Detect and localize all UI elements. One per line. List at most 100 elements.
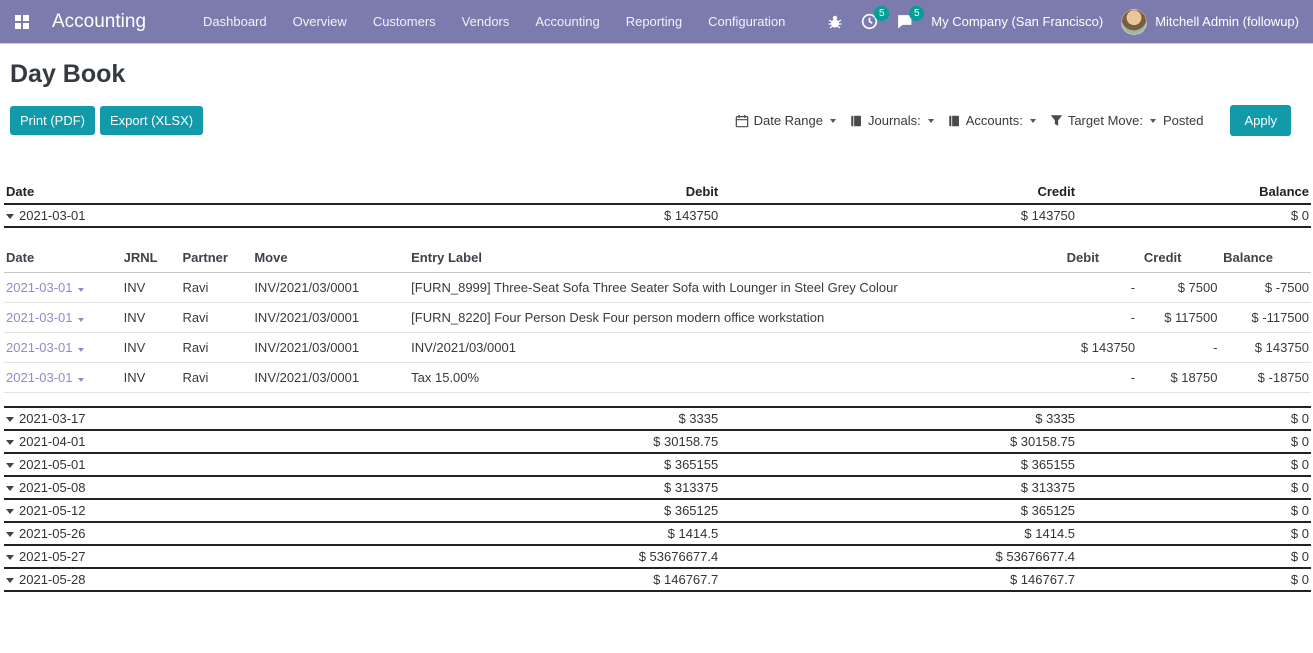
detail-row: 2021-03-01 INV Ravi INV/2021/03/0001 [FURN_8… xyxy=(4,302,1311,333)
export-xlsx-button[interactable]: Export (XLSX) xyxy=(100,106,204,135)
group-debit-cell: $ 3335 xyxy=(526,406,721,431)
day-book-detail-table: Date JRNL Partner Move Entry Label Debit Credi… xyxy=(4,243,1311,393)
detail-partner-cell: Ravi xyxy=(180,362,253,393)
journals-filter[interactable]: Journals: xyxy=(845,113,939,128)
detail-partner-cell: Ravi xyxy=(180,302,253,333)
group-date-cell[interactable]: 2021-05-27 xyxy=(4,544,527,569)
detail-date-cell: 2021-03-01 xyxy=(4,332,122,363)
detail-header-partner: Partner xyxy=(180,243,253,273)
group-balance-cell: $ 0 xyxy=(1077,203,1311,228)
day-book-page: Day Book Print (PDF) Export (XLSX) Date … xyxy=(0,44,1313,592)
group-debit-cell: $ 1414.5 xyxy=(526,521,721,546)
detail-balance-cell: $ -18750 xyxy=(1219,362,1311,393)
detail-entry-label-cell: [FURN_8220] Four Person Desk Four person… xyxy=(409,302,946,333)
detail-move-cell: INV/2021/03/0001 xyxy=(252,332,410,363)
target-move-filter[interactable]: Target Move: Posted xyxy=(1045,113,1213,128)
summary-header-credit: Credit xyxy=(720,180,1078,205)
summary-header-balance: Balance xyxy=(1077,180,1311,205)
date-range-filter[interactable]: Date Range xyxy=(730,113,841,128)
activities-clock-icon[interactable]: 5 xyxy=(861,6,890,30)
group-credit-cell: $ 30158.75 xyxy=(720,429,1078,454)
detail-debit-cell: - xyxy=(945,302,1138,333)
detail-date-link[interactable]: 2021-03-01 xyxy=(6,340,84,355)
group-credit-cell: $ 3335 xyxy=(720,406,1078,431)
chevron-down-icon xyxy=(1029,118,1036,123)
detail-date-link[interactable]: 2021-03-01 xyxy=(6,370,84,385)
debug-bug-icon[interactable] xyxy=(827,14,843,30)
chevron-down-icon xyxy=(1149,118,1156,123)
group-date-cell[interactable]: 2021-03-17 xyxy=(4,406,527,431)
nav-item-accounting[interactable]: Accounting xyxy=(535,13,600,29)
app-brand[interactable]: Accounting xyxy=(52,10,147,32)
collapse-caret-icon xyxy=(6,578,14,584)
chevron-down-icon xyxy=(927,118,934,123)
detail-partner-cell: Ravi xyxy=(180,272,253,303)
user-menu[interactable]: Mitchell Admin (followup) xyxy=(1121,8,1299,35)
group-date-cell[interactable]: 2021-05-26 xyxy=(4,521,527,546)
detail-header-balance: Balance xyxy=(1219,243,1311,273)
group-credit-cell: $ 53676677.4 xyxy=(720,544,1078,569)
group-row: 2021-03-01 $ 143750 $ 143750 $ 0 xyxy=(4,203,1311,228)
activity-count-badge: 5 xyxy=(874,6,890,21)
summary-tbody: 2021-03-01 $ 143750 $ 143750 $ 0 Date JRNL Par… xyxy=(4,203,1311,592)
accounts-filter[interactable]: Accounts: xyxy=(943,113,1041,128)
journals-label: Journals: xyxy=(867,113,921,128)
group-date-cell[interactable]: 2021-05-08 xyxy=(4,475,527,500)
group-balance-cell: $ 0 xyxy=(1077,429,1311,454)
group-row: 2021-05-01 $ 365155 $ 365155 $ 0 xyxy=(4,452,1311,477)
group-date-cell[interactable]: 2021-05-28 xyxy=(4,567,527,592)
group-debit-cell: $ 30158.75 xyxy=(526,429,721,454)
group-balance-cell: $ 0 xyxy=(1077,498,1311,523)
chevron-down-icon xyxy=(77,378,84,382)
main-menu: Dashboard Overview Customers Vendors Account… xyxy=(190,0,798,43)
print-pdf-button[interactable]: Print (PDF) xyxy=(10,106,95,135)
group-date-cell[interactable]: 2021-05-12 xyxy=(4,498,527,523)
group-credit-cell: $ 143750 xyxy=(720,203,1078,228)
group-balance-cell: $ 0 xyxy=(1077,544,1311,569)
detail-credit-cell: $ 117500 xyxy=(1137,302,1220,333)
group-date-cell[interactable]: 2021-03-01 xyxy=(4,203,527,228)
group-row: 2021-05-12 $ 365125 $ 365125 $ 0 xyxy=(4,498,1311,523)
detail-credit-cell: $ 18750 xyxy=(1137,362,1220,393)
detail-header-date: Date xyxy=(4,243,122,273)
detail-balance-cell: $ -117500 xyxy=(1219,302,1311,333)
calendar-icon xyxy=(735,114,748,127)
book-icon xyxy=(851,115,861,126)
detail-partner-cell: Ravi xyxy=(180,332,253,363)
nav-item-overview[interactable]: Overview xyxy=(292,13,347,29)
nav-item-reporting[interactable]: Reporting xyxy=(625,13,683,29)
page-title: Day Book xyxy=(10,60,126,88)
detail-debit-cell: $ 143750 xyxy=(945,332,1138,363)
group-balance-cell: $ 0 xyxy=(1077,475,1311,500)
chevron-down-icon xyxy=(77,318,84,322)
collapse-caret-icon xyxy=(6,214,14,220)
collapse-caret-icon xyxy=(6,440,14,446)
group-date-cell[interactable]: 2021-05-01 xyxy=(4,452,527,477)
detail-header-entry-label: Entry Label xyxy=(409,243,946,273)
detail-move-cell: INV/2021/03/0001 xyxy=(252,272,410,303)
nav-item-configuration[interactable]: Configuration xyxy=(708,13,786,29)
detail-move-cell: INV/2021/03/0001 xyxy=(252,362,410,393)
company-switcher[interactable]: My Company (San Francisco) xyxy=(931,14,1104,29)
apply-button[interactable]: Apply xyxy=(1230,105,1291,136)
funnel-icon xyxy=(1050,115,1063,126)
detail-entry-label-cell: [FURN_8999] Three-Seat Sofa Three Seater… xyxy=(409,272,946,303)
group-balance-cell: $ 0 xyxy=(1077,567,1311,592)
nav-item-customers[interactable]: Customers xyxy=(372,13,436,29)
detail-date-link[interactable]: 2021-03-01 xyxy=(6,280,84,295)
detail-entry-label-cell: INV/2021/03/0001 xyxy=(409,332,946,363)
detail-jrnl-cell: INV xyxy=(121,302,181,333)
group-debit-cell: $ 143750 xyxy=(526,203,721,228)
detail-date-cell: 2021-03-01 xyxy=(4,302,122,333)
messages-chat-icon[interactable]: 5 xyxy=(896,6,925,30)
group-date-cell[interactable]: 2021-04-01 xyxy=(4,429,527,454)
detail-move-cell: INV/2021/03/0001 xyxy=(252,302,410,333)
top-navbar: Accounting Dashboard Overview Customers Ven… xyxy=(0,0,1313,44)
collapse-caret-icon xyxy=(6,417,14,423)
detail-date-link[interactable]: 2021-03-01 xyxy=(6,310,84,325)
group-debit-cell: $ 365155 xyxy=(526,452,721,477)
nav-item-vendors[interactable]: Vendors xyxy=(461,13,510,29)
nav-item-dashboard[interactable]: Dashboard xyxy=(203,13,267,29)
apps-grid-icon[interactable] xyxy=(14,14,30,30)
group-row: 2021-05-27 $ 53676677.4 $ 53676677.4 $ 0 xyxy=(4,544,1311,569)
